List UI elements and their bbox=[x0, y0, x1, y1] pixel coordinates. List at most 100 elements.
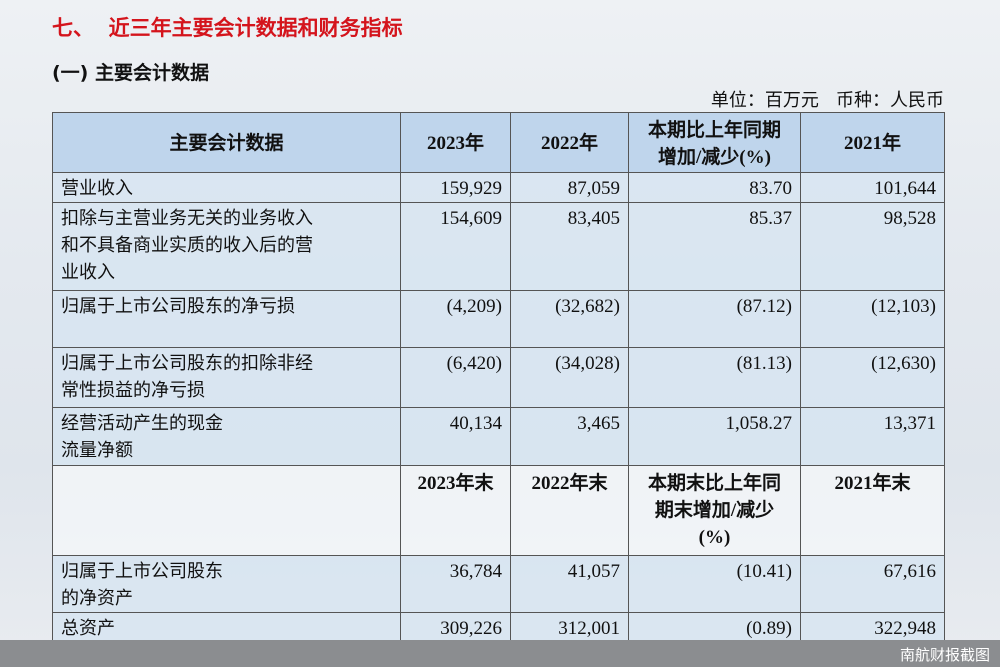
table-cell: 13,371 bbox=[800, 407, 945, 466]
cell-text: 归属于上市公司股东的净亏损 bbox=[61, 296, 295, 317]
cell-text: 营业收入 bbox=[61, 178, 133, 199]
cell-text: 期末增加/减少 bbox=[654, 500, 775, 521]
cell-text: (81.13) bbox=[736, 353, 792, 374]
table-row: 总资产 309,226 312,001 (0.89) 322,948 bbox=[52, 612, 945, 643]
cell-text: 的净资产 bbox=[61, 588, 133, 609]
cell-text: 85.37 bbox=[749, 208, 792, 229]
table-cell: (81.13) bbox=[628, 347, 801, 408]
cell-text: 1,058.27 bbox=[725, 413, 793, 434]
cell-text: 312,001 bbox=[558, 618, 620, 639]
cell-text: (6,420) bbox=[446, 353, 502, 374]
cell-text: (0.89) bbox=[746, 618, 792, 639]
cell-text: (12,630) bbox=[871, 353, 936, 374]
table-cell: 营业收入 bbox=[52, 172, 401, 203]
table-cell: 309,226 bbox=[400, 612, 511, 643]
footer-bar: 南航财报截图 bbox=[0, 640, 1000, 667]
table-row: 营业收入 159,929 87,059 83.70 101,644 bbox=[52, 172, 945, 203]
table-cell: 154,609 bbox=[400, 202, 511, 291]
table-row: 经营活动产生的现金 流量净额 40,134 3,465 1,058.27 13,371 bbox=[52, 407, 945, 466]
cell-text: 98,528 bbox=[883, 208, 936, 229]
subtitle: (一) 主要会计数据 bbox=[52, 62, 209, 84]
cell-text: 2023年末 bbox=[417, 473, 494, 494]
table-cell: 83.70 bbox=[628, 172, 801, 203]
cell-text: 主要会计数据 bbox=[169, 133, 284, 154]
cell-text: (10.41) bbox=[736, 561, 792, 582]
table-cell: 2021年 bbox=[800, 112, 945, 173]
cell-text: 3,465 bbox=[577, 413, 620, 434]
cell-text: 归属于上市公司股东的扣除非经 bbox=[61, 353, 313, 374]
cell-text: 扣除与主营业务无关的业务收入 bbox=[61, 208, 313, 229]
cell-text: 增加/减少(%) bbox=[658, 146, 771, 168]
cell-text: 总资产 bbox=[61, 618, 115, 639]
cell-text: 2021年 bbox=[843, 133, 901, 154]
cell-text: 2022年末 bbox=[531, 473, 608, 494]
unit-note: 单位：百万元 币种：人民币 bbox=[710, 90, 944, 111]
cell-text: 经营活动产生的现金 bbox=[61, 413, 223, 434]
table-cell: 本期比上年同期 增加/减少(%) bbox=[628, 112, 801, 173]
table-cell: 2023年末 bbox=[400, 465, 511, 556]
table-cell: 41,057 bbox=[510, 555, 629, 613]
cell-text: 83,405 bbox=[567, 208, 620, 229]
cell-text: 和不具备商业实质的收入后的营 bbox=[61, 235, 313, 256]
table-cell: 总资产 bbox=[52, 612, 401, 643]
table-cell: 83,405 bbox=[510, 202, 629, 291]
cell-text: 2022年 bbox=[540, 133, 598, 154]
cell-text: 本期比上年同期 bbox=[647, 119, 781, 141]
cell-text: (12,103) bbox=[871, 296, 936, 317]
table-cell: 101,644 bbox=[800, 172, 945, 203]
table-cell: 40,134 bbox=[400, 407, 511, 466]
cell-text: 40,134 bbox=[449, 413, 502, 434]
cell-text: (34,028) bbox=[555, 353, 620, 374]
cell-text: 归属于上市公司股东 bbox=[61, 561, 223, 582]
cell-text: (%) bbox=[698, 527, 731, 548]
table-cell: 85.37 bbox=[628, 202, 801, 291]
table-row: 2023年末 2022年末 本期末比上年同 期末增加/减少 (%) 2021年末 bbox=[52, 465, 945, 556]
cell-text: 101,644 bbox=[874, 178, 936, 199]
table-row: 归属于上市公司股东 的净资产 36,784 41,057 (10.41) 67,616 bbox=[52, 555, 945, 613]
table-cell: 159,929 bbox=[400, 172, 511, 203]
table-cell: 2023年 bbox=[400, 112, 511, 173]
table-row: 归属于上市公司股东的扣除非经 常性损益的净亏损 (6,420) (34,028) (81… bbox=[52, 347, 945, 408]
cell-text: 常性损益的净亏损 bbox=[61, 380, 205, 401]
table-row: 主要会计数据 2023年 2022年 本期比上年同期 增加/减少(%) 2021年 bbox=[52, 112, 945, 173]
section-title: 七、 近三年主要会计数据和财务指标 bbox=[52, 16, 403, 40]
table-cell bbox=[52, 465, 401, 556]
table-cell: 2022年 bbox=[510, 112, 629, 173]
accounting-table: 主要会计数据 2023年 2022年 本期比上年同期 增加/减少(%) 2021年营业收入… bbox=[52, 112, 945, 643]
table-cell: 2021年末 bbox=[800, 465, 945, 556]
table-cell: 322,948 bbox=[800, 612, 945, 643]
cell-text: 业收入 bbox=[61, 262, 115, 283]
table-cell: (32,682) bbox=[510, 290, 629, 348]
table-row: 扣除与主营业务无关的业务收入 和不具备商业实质的收入后的营 业收入 154,609 83… bbox=[52, 202, 945, 291]
table-cell: 归属于上市公司股东的扣除非经 常性损益的净亏损 bbox=[52, 347, 401, 408]
table-cell: (0.89) bbox=[628, 612, 801, 643]
cell-text: 2021年末 bbox=[834, 473, 911, 494]
cell-text: (32,682) bbox=[555, 296, 620, 317]
cell-text: 流量净额 bbox=[61, 440, 133, 461]
cell-text: 154,609 bbox=[440, 208, 502, 229]
table-cell: (4,209) bbox=[400, 290, 511, 348]
table-cell: 经营活动产生的现金 流量净额 bbox=[52, 407, 401, 466]
table-cell: (87.12) bbox=[628, 290, 801, 348]
cell-text: 2023年 bbox=[426, 133, 484, 154]
cell-text: 159,929 bbox=[440, 178, 502, 199]
table-cell: 67,616 bbox=[800, 555, 945, 613]
table-cell: 2022年末 bbox=[510, 465, 629, 556]
table-cell: (12,630) bbox=[800, 347, 945, 408]
table-cell: 312,001 bbox=[510, 612, 629, 643]
cell-text: 本期末比上年同 bbox=[647, 473, 781, 494]
cell-text: 309,226 bbox=[440, 618, 502, 639]
table-cell: 本期末比上年同 期末增加/减少 (%) bbox=[628, 465, 801, 556]
table-cell: 3,465 bbox=[510, 407, 629, 466]
cell-text: (4,209) bbox=[446, 296, 502, 317]
table-cell: 扣除与主营业务无关的业务收入 和不具备商业实质的收入后的营 业收入 bbox=[52, 202, 401, 291]
cell-text: 67,616 bbox=[883, 561, 936, 582]
table-cell: (6,420) bbox=[400, 347, 511, 408]
watermark: 南航财报截图 bbox=[899, 646, 990, 664]
cell-text: 87,059 bbox=[567, 178, 620, 199]
table-cell: 1,058.27 bbox=[628, 407, 801, 466]
table-cell: (12,103) bbox=[800, 290, 945, 348]
table-cell: 归属于上市公司股东 的净资产 bbox=[52, 555, 401, 613]
cell-text: 322,948 bbox=[874, 618, 936, 639]
